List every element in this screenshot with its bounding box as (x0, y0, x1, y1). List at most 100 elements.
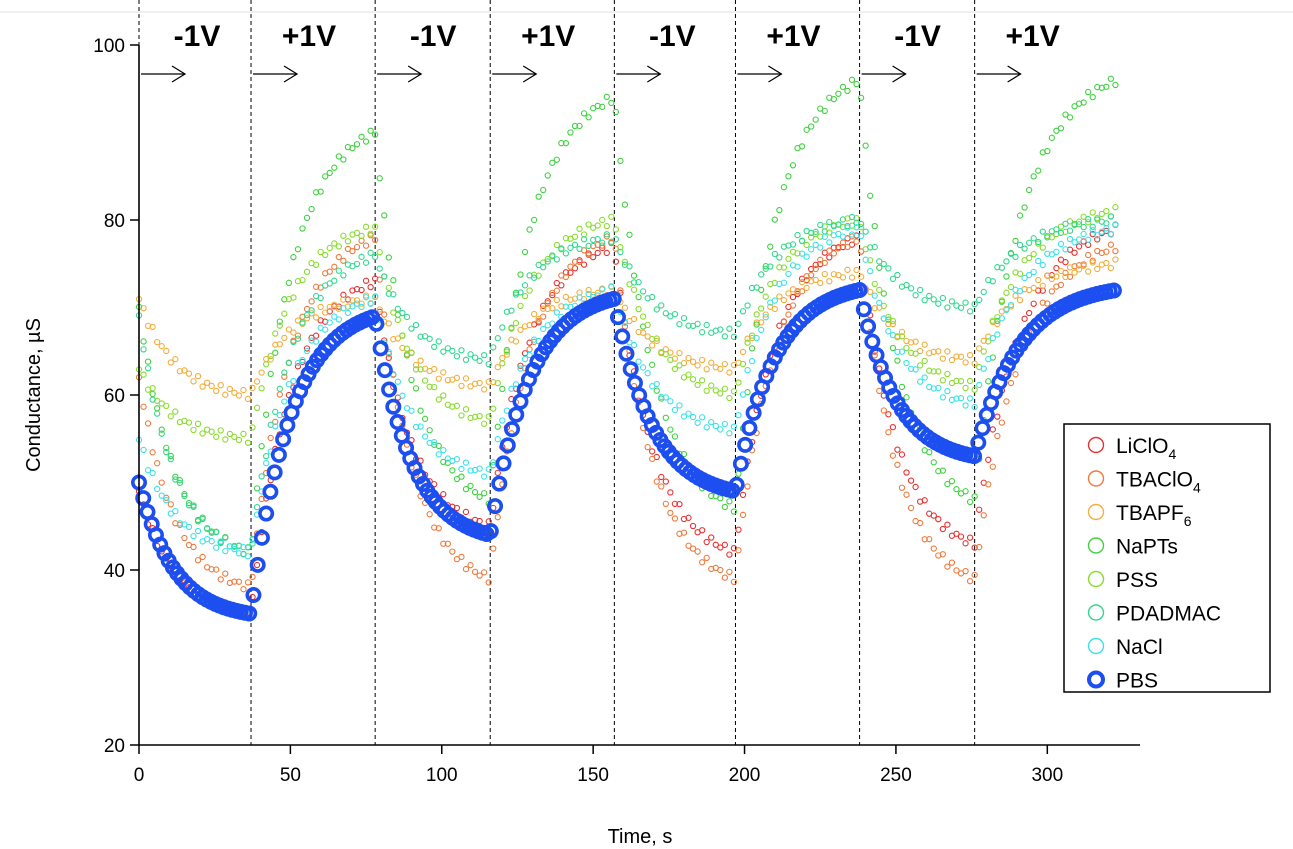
data-point (440, 392, 447, 399)
legend-label: PDADMAC (1116, 603, 1221, 626)
data-point (299, 225, 306, 232)
data-point (885, 265, 892, 272)
data-point (326, 319, 333, 326)
data-point (571, 233, 579, 240)
phase-arrow (616, 65, 662, 83)
data-point (490, 545, 497, 552)
data-point (762, 293, 769, 300)
phase-arrow (377, 65, 423, 83)
data-point (821, 107, 828, 114)
data-point (517, 326, 524, 333)
data-point (553, 241, 560, 249)
data-point (294, 332, 302, 339)
data-point (281, 369, 288, 376)
data-point (880, 290, 887, 297)
data-point (381, 311, 388, 318)
data-point (1048, 288, 1055, 295)
data-point (453, 374, 461, 382)
legend-entry: TBAPF6 (1087, 502, 1192, 529)
data-point (726, 551, 733, 558)
data-point (449, 467, 456, 474)
data-point (258, 495, 265, 503)
data-point (907, 477, 915, 484)
data-point (1066, 264, 1074, 271)
data-point (376, 306, 383, 313)
data-point (494, 423, 501, 430)
data-point (957, 304, 965, 311)
data-point (748, 358, 756, 365)
data-point (1075, 243, 1083, 250)
data-point (331, 263, 338, 270)
phase-arrow (976, 65, 1022, 83)
phase-arrow (492, 65, 538, 83)
data-point (253, 529, 270, 546)
data-point (281, 310, 288, 317)
data-point (708, 359, 715, 366)
data-point (1025, 254, 1033, 262)
data-point (312, 189, 320, 196)
data-point (894, 446, 901, 453)
data-point (449, 548, 456, 555)
data-point (1039, 282, 1046, 289)
data-point (190, 543, 197, 551)
data-point (712, 387, 719, 394)
data-point (862, 142, 869, 149)
phase-arrow (737, 65, 783, 83)
data-point (860, 318, 877, 335)
data-point (462, 406, 470, 413)
data-point (1039, 228, 1046, 235)
data-point (694, 419, 701, 426)
data-point (258, 473, 265, 480)
data-point (181, 367, 188, 374)
data-point (994, 320, 1001, 328)
data-point (481, 569, 488, 576)
data-point (966, 534, 974, 541)
data-point (208, 428, 215, 435)
data-point (708, 419, 715, 426)
data-point (921, 357, 928, 365)
data-point (140, 446, 147, 454)
data-point (721, 503, 729, 511)
y-tick-label: 20 (104, 736, 125, 757)
data-point (144, 467, 152, 474)
data-point (1098, 210, 1105, 218)
data-point (272, 408, 279, 416)
data-point (199, 553, 206, 561)
data-point (876, 365, 883, 372)
data-point (244, 395, 252, 403)
data-point (626, 263, 633, 270)
data-point (385, 254, 392, 261)
data-point (385, 398, 402, 415)
data-point (1107, 241, 1115, 248)
data-point (848, 233, 856, 240)
data-point (362, 294, 370, 301)
legend-marker (1087, 670, 1105, 689)
data-point (185, 419, 193, 426)
data-point (390, 309, 397, 316)
data-point (1080, 230, 1087, 238)
data-point (1098, 228, 1105, 235)
data-point (458, 382, 465, 389)
data-point (476, 379, 483, 387)
data-point (417, 423, 424, 430)
legend-marker (1087, 570, 1105, 588)
data-point (253, 404, 261, 411)
data-point (358, 303, 365, 311)
data-point (462, 565, 470, 573)
data-point (299, 276, 306, 284)
data-point (717, 390, 724, 397)
data-point (344, 309, 352, 317)
data-point (294, 363, 302, 370)
data-point (980, 365, 987, 372)
data-point (912, 292, 919, 299)
data-point (903, 394, 910, 401)
data-point (739, 348, 747, 356)
data-point (1112, 81, 1119, 89)
data-point (508, 325, 515, 332)
data-point (163, 347, 170, 355)
data-point (553, 287, 560, 294)
data-point (353, 141, 361, 148)
legend-marker (1087, 637, 1105, 655)
data-point (699, 377, 706, 384)
data-point (1103, 207, 1110, 215)
